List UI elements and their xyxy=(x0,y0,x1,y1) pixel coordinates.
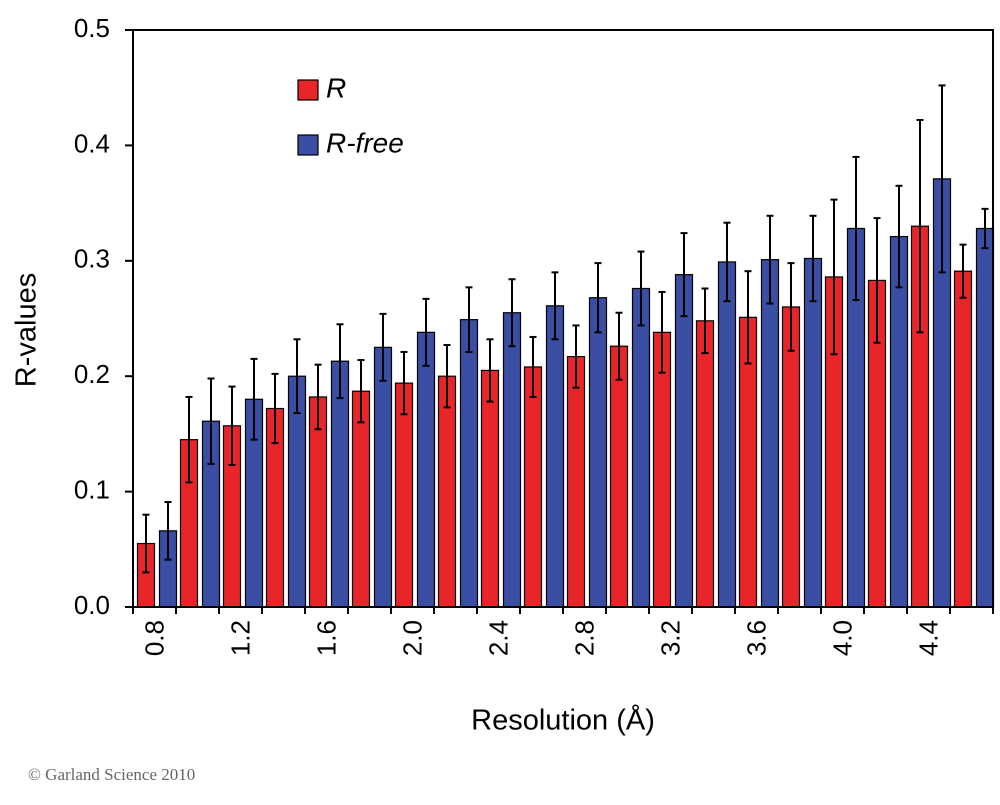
y-tick-label: 0.1 xyxy=(74,474,110,504)
x-axis-title: Resolution (Å) xyxy=(471,704,655,737)
error-bar xyxy=(658,290,666,374)
error-bar xyxy=(185,395,193,484)
bar xyxy=(889,235,909,608)
bar xyxy=(609,345,629,608)
error-bar xyxy=(938,84,946,274)
legend-swatch xyxy=(297,79,319,101)
legend-label: R xyxy=(326,72,346,103)
bar xyxy=(760,259,780,608)
y-tick-label: 0.4 xyxy=(74,128,110,158)
error-bar xyxy=(852,155,860,302)
bar xyxy=(437,375,457,608)
plot-frame xyxy=(132,29,994,608)
legend-swatch xyxy=(297,134,319,156)
error-bar xyxy=(228,385,236,467)
bar xyxy=(523,366,543,608)
x-tick-label: 4.0 xyxy=(827,620,857,656)
bar xyxy=(674,274,694,608)
error-bar xyxy=(486,338,494,403)
error-bar xyxy=(895,184,903,289)
y-tick-label: 0.0 xyxy=(74,590,110,620)
footnote: © Garland Science 2010 xyxy=(28,765,195,784)
bar xyxy=(953,270,973,608)
bar xyxy=(717,261,737,608)
y-axis-title: R-values xyxy=(11,273,43,387)
error-bar xyxy=(959,243,967,299)
error-bar xyxy=(357,359,365,424)
x-tick-label: 2.8 xyxy=(569,620,599,656)
bar xyxy=(695,320,715,608)
error-bar xyxy=(873,217,881,344)
legend-label: R-free xyxy=(326,127,404,158)
error-bar xyxy=(529,335,537,398)
error-bar xyxy=(615,311,623,381)
error-bar xyxy=(701,287,709,355)
error-bar xyxy=(207,377,215,465)
error-bar xyxy=(400,350,408,416)
bar xyxy=(545,305,565,608)
error-bar xyxy=(336,323,344,400)
error-bar xyxy=(379,312,387,382)
error-bar xyxy=(830,198,838,356)
bar xyxy=(459,319,479,608)
bar xyxy=(781,306,801,608)
bar xyxy=(502,312,522,608)
bar xyxy=(566,355,586,608)
y-tick-label: 0.2 xyxy=(74,359,110,389)
x-tick-label: 1.2 xyxy=(225,620,255,656)
bar xyxy=(975,227,995,608)
error-bar xyxy=(551,271,559,341)
error-bar xyxy=(250,357,258,441)
error-bar xyxy=(809,214,817,303)
error-bar xyxy=(916,119,924,334)
x-tick-label: 4.4 xyxy=(913,620,943,656)
error-bar xyxy=(680,232,688,318)
error-bar xyxy=(443,344,451,409)
bar xyxy=(480,369,500,608)
y-tick-label: 0.3 xyxy=(74,244,110,274)
bar xyxy=(588,297,608,608)
error-bar xyxy=(314,363,322,431)
error-bar xyxy=(981,207,989,250)
bar xyxy=(351,390,371,608)
x-tick-label: 3.6 xyxy=(741,620,771,656)
error-bar xyxy=(465,286,473,353)
bar xyxy=(631,287,651,608)
bar xyxy=(394,382,414,608)
error-bar xyxy=(787,262,795,352)
bar xyxy=(373,346,393,608)
error-bar xyxy=(164,500,172,561)
error-bar xyxy=(744,270,752,365)
x-tick-label: 1.6 xyxy=(311,620,341,656)
error-bar xyxy=(594,262,602,334)
x-tick-label: 3.2 xyxy=(655,620,685,656)
x-tick-label: 2.4 xyxy=(483,620,513,656)
error-bar xyxy=(723,221,731,303)
bar xyxy=(416,331,436,608)
error-bar xyxy=(572,324,580,389)
x-tick-label: 2.0 xyxy=(397,620,427,656)
error-bar xyxy=(293,338,301,415)
error-bar xyxy=(508,278,516,348)
error-bar xyxy=(637,250,645,327)
bar xyxy=(803,257,823,608)
error-bar xyxy=(766,214,774,305)
y-tick-label: 0.5 xyxy=(74,13,110,43)
error-bar xyxy=(271,372,279,445)
error-bar xyxy=(142,513,150,574)
x-tick-label: 0.8 xyxy=(139,620,169,656)
error-bar xyxy=(422,297,430,367)
